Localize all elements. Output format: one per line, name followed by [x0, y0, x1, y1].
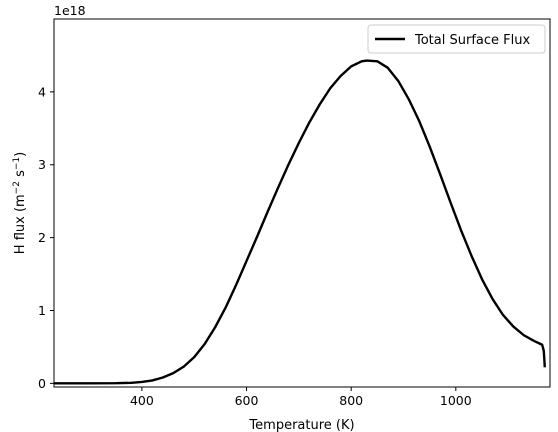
y-axis-offset-label: 1e18: [54, 3, 86, 18]
y-axis-label-exp2: −1: [12, 157, 22, 170]
y-tick-label: 2: [38, 230, 46, 245]
legend-label-total-surface-flux: Total Surface Flux: [414, 33, 530, 48]
x-axis-ticks: 400 600 800 1000: [130, 387, 472, 408]
y-axis-label-exp1: −2: [12, 181, 22, 194]
y-axis-ticks: 0 1 2 3 4: [38, 84, 54, 391]
x-axis-label: Temperature (K): [248, 418, 354, 432]
x-tick-label: 400: [130, 393, 154, 408]
y-axis-label-main: H flux (m: [13, 194, 28, 254]
plot-frame: [53, 18, 551, 388]
x-tick-label: 600: [235, 393, 259, 408]
x-tick-label: 1000: [440, 393, 472, 408]
series-line-0: [54, 59, 546, 385]
y-axis-label-end: ): [13, 152, 28, 157]
plot-area: 400 600 800 1000 0 1 2 3 4: [38, 18, 551, 408]
y-axis-label-mid: s: [13, 170, 28, 181]
y-axis-label: H flux (m−2 s−1): [12, 152, 28, 254]
y-tick-label: 0: [38, 376, 46, 391]
series-layer: [54, 59, 546, 385]
y-tick-label: 4: [38, 84, 46, 99]
legend: Total Surface Flux: [367, 24, 546, 54]
legend-box: [367, 24, 546, 54]
y-tick-label: 1: [38, 303, 46, 318]
y-tick-label: 3: [38, 157, 46, 172]
x-tick-label: 800: [339, 393, 363, 408]
